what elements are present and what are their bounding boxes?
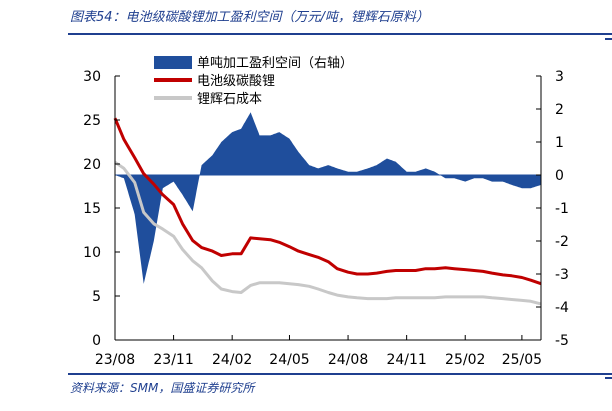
left-tick-label: 15 [83, 201, 101, 217]
right-tick-label: -3 [555, 267, 569, 283]
right-tick-label: 3 [555, 69, 564, 85]
left-tick-label: 20 [83, 157, 101, 173]
left-tick-label: 5 [92, 289, 101, 305]
right-tick-label: -4 [555, 300, 569, 316]
profit-area-layer [115, 112, 541, 284]
left-tick-label: 10 [83, 245, 101, 261]
x-tick-label: 24/08 [328, 352, 368, 368]
right-tick-label: 2 [555, 102, 564, 118]
x-tick-label: 23/11 [153, 352, 193, 368]
source-rule [68, 373, 612, 375]
legend-spodumene-label: 锂辉石成本 [197, 92, 262, 107]
line-layer [113, 117, 542, 306]
legend-carbonate-label: 电池级碳酸锂 [197, 74, 275, 89]
edge-mark-top [605, 38, 612, 40]
right-tick-label: 0 [555, 168, 564, 184]
x-tick-label: 24/11 [386, 352, 426, 368]
x-tick-label: 23/08 [95, 352, 135, 368]
x-tick-label: 24/05 [269, 352, 309, 368]
battery-carbonate-line [113, 117, 542, 286]
x-tick-label: 25/02 [445, 352, 485, 368]
spodumene-cost-line [114, 160, 542, 306]
right-tick-label: -1 [555, 201, 569, 217]
right-tick-label: -5 [555, 333, 569, 349]
left-tick-label: 0 [92, 333, 101, 349]
right-tick-label: -2 [555, 234, 569, 250]
x-tick-label: 24/02 [212, 352, 252, 368]
x-tick-label: 25/05 [502, 352, 542, 368]
title-rule [68, 33, 612, 35]
right-tick-label: 1 [555, 135, 564, 151]
source-note: 资料来源：SMM，国盛证券研究所 [70, 381, 255, 395]
legend-profit-swatch [154, 56, 192, 69]
edge-mark-bottom [605, 377, 612, 379]
profit-area [115, 112, 541, 284]
left-tick-label: 25 [83, 113, 101, 129]
legend-profit-label: 单吨加工盈利空间（右轴） [197, 56, 353, 71]
figure-title: 图表54：电池级碳酸锂加工盈利空间（万元/吨，锂辉石原料） [70, 10, 429, 25]
axes-layer: 0 5 10 15 20 25 30 -5 -4 -3 -2 -1 0 1 2 3 23/08 23/11 24/0… [83, 69, 569, 368]
left-tick-label: 30 [83, 69, 101, 85]
